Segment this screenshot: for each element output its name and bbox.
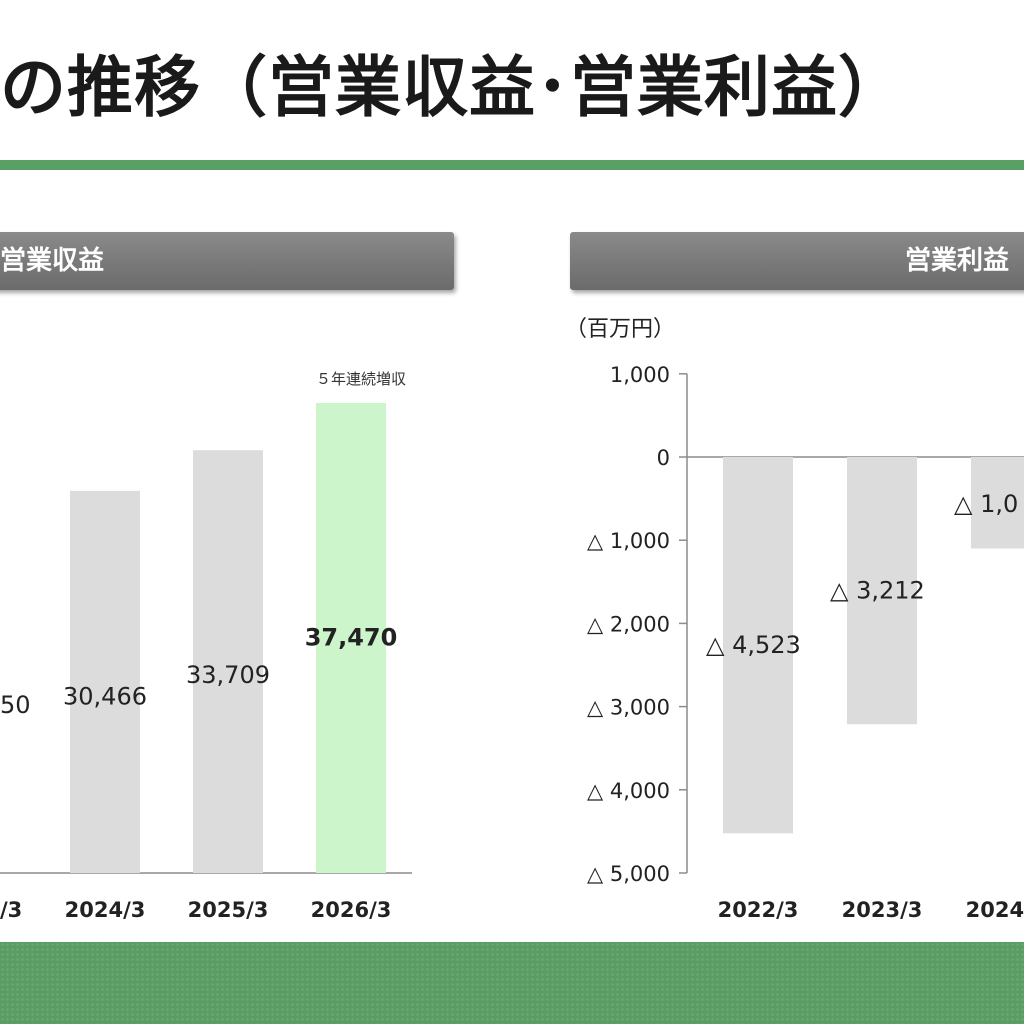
profit-x-tick-label: 2024/3 xyxy=(966,898,1024,922)
profit-data-label: △ 1,0 xyxy=(954,490,1018,518)
profit-y-tick-label: △ 1,000 xyxy=(587,529,670,553)
revenue-chart: 502023/330,4662024/333,7092025/337,47020… xyxy=(0,370,412,922)
profit-chart: （百万円） 1,000 0 △ 1,000 △ 2,000 △ 3,000 △ 4,000 △… xyxy=(565,317,1024,922)
profit-panel-header: 営業利益 xyxy=(570,232,1024,290)
revenue-x-tick-label: 2024/3 xyxy=(65,898,146,922)
revenue-bar-2025/3 xyxy=(193,450,263,873)
profit-data-label: △ 4,523 xyxy=(706,631,801,659)
profit-bar-2024/3 xyxy=(971,457,1024,549)
profit-y-tick-label: 1,000 xyxy=(610,363,670,387)
revenue-data-label: 50 xyxy=(0,691,31,719)
profit-x-tick-label: 2022/3 xyxy=(718,898,799,922)
footer-band xyxy=(0,942,1024,1024)
revenue-panel-header: 営業収益 xyxy=(0,232,454,290)
profit-data-label: △ 3,212 xyxy=(830,577,925,605)
revenue-bar-2026/3 xyxy=(316,403,386,873)
profit-y-tick-label: △ 2,000 xyxy=(587,612,670,636)
title-underline xyxy=(0,160,1024,170)
profit-y-tick-label: △ 3,000 xyxy=(587,696,670,720)
profit-y-tick-label: △ 5,000 xyxy=(587,862,670,886)
profit-y-tick-label: △ 4,000 xyxy=(587,779,670,803)
profit-bar-2022/3 xyxy=(723,457,793,834)
revenue-bar-2024/3 xyxy=(70,490,140,873)
profit-unit-label: （百万円） xyxy=(565,317,675,342)
revenue-data-label: 33,709 xyxy=(186,661,270,689)
revenue-x-tick-label-partial: /3 xyxy=(0,898,22,922)
profit-x-tick-label: 2023/3 xyxy=(842,898,923,922)
page-title: の推移（営業収益･営業利益） xyxy=(0,49,905,126)
revenue-x-tick-label: 2025/3 xyxy=(188,898,269,922)
revenue-data-label: 37,470 xyxy=(305,624,398,652)
profit-y-tick-label: 0 xyxy=(657,446,670,470)
revenue-x-tick-label: 2026/3 xyxy=(311,898,392,922)
revenue-data-label: 30,466 xyxy=(63,682,147,710)
profit-bar-2023/3 xyxy=(847,457,917,725)
revenue-annotation: ５年連続増収 xyxy=(316,370,406,388)
